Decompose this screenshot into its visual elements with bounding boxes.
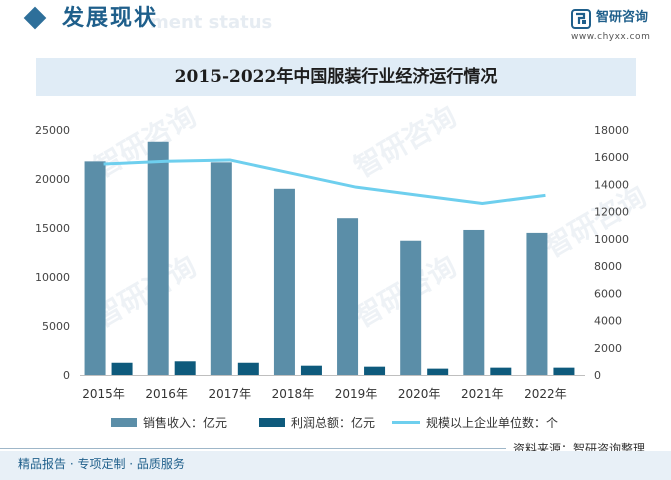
y-left-tick-label: 15000 — [35, 222, 70, 235]
bar-sales-revenue — [337, 218, 359, 375]
y-right-tick-label: 14000 — [594, 178, 629, 191]
legend-swatch-profit — [259, 418, 285, 427]
bar-sales-revenue — [526, 232, 548, 375]
bar-sales-revenue — [400, 240, 422, 375]
legend-swatch-sales — [111, 418, 137, 427]
y-left-tick-label: 5000 — [42, 320, 70, 333]
y-left-tick-label: 25000 — [35, 124, 70, 137]
footer-divider — [0, 448, 506, 449]
bar-total-profit — [111, 362, 133, 375]
y-right-tick-label: 4000 — [594, 315, 622, 328]
bar-total-profit — [364, 366, 386, 375]
bar-sales-revenue — [147, 141, 169, 375]
y-right-tick-label: 18000 — [594, 124, 629, 137]
x-tick-label: 2017年 — [209, 387, 252, 401]
brand-url: www.chyxx.com — [571, 32, 651, 42]
bar-total-profit — [553, 367, 575, 375]
x-tick-label: 2018年 — [272, 387, 315, 401]
watermark-text: 智研咨询 — [538, 179, 652, 264]
x-tick-label: 2019年 — [335, 387, 378, 401]
header: ment status 发展现状 智研咨询 www.chyxx.com — [0, 0, 671, 48]
bar-sales-revenue — [273, 188, 295, 375]
bar-total-profit — [237, 362, 259, 375]
bar-total-profit — [490, 367, 512, 375]
bar-sales-revenue — [84, 161, 106, 375]
y-right-tick-label: 6000 — [594, 287, 622, 300]
line-enterprise-count — [103, 158, 546, 205]
chart: 智研咨询智研咨询智研咨询智研咨询智研咨询05000100001500020000… — [35, 99, 652, 430]
legend-label-enterprise-count: 规模以上企业单位数：个 — [426, 415, 558, 430]
x-tick-label: 2021年 — [461, 387, 504, 401]
brand-name: 智研咨询 — [596, 10, 649, 25]
legend-label-sales: 销售收入：亿元 — [143, 415, 227, 430]
footer-text: 精品报告 · 专项定制 · 品质服务 — [18, 457, 185, 471]
x-tick-label: 2020年 — [398, 387, 441, 401]
chart-title: 2015-2022年中国服装行业经济运行情况 — [174, 67, 498, 87]
y-left-tick-label: 0 — [63, 369, 70, 382]
chart-title-band: 2015-2022年中国服装行业经济运行情况 — [36, 58, 636, 96]
logo-icon — [571, 9, 591, 29]
bar-sales-revenue — [210, 162, 232, 375]
x-tick-label: 2015年 — [82, 387, 125, 401]
bar-sales-revenue — [463, 229, 485, 375]
y-right-tick-label: 10000 — [594, 233, 629, 246]
footer-band — [0, 451, 671, 480]
bar-total-profit — [427, 368, 449, 375]
bar-total-profit — [300, 365, 322, 375]
y-right-tick-label: 8000 — [594, 260, 622, 273]
watermark-text: 智研咨询 — [348, 99, 462, 184]
y-right-tick-label: 0 — [594, 369, 601, 382]
y-right-tick-label: 12000 — [594, 206, 629, 219]
x-tick-label: 2016年 — [145, 387, 188, 401]
x-tick-label: 2022年 — [524, 387, 567, 401]
y-left-tick-label: 20000 — [35, 173, 70, 186]
y-left-tick-label: 10000 — [35, 271, 70, 284]
page-title-background-text: ment status — [150, 12, 273, 33]
legend-label-profit: 利润总额：亿元 — [291, 415, 375, 430]
page-title: 发展现状 — [62, 6, 159, 31]
y-right-tick-label: 2000 — [594, 342, 622, 355]
y-right-tick-label: 16000 — [594, 151, 629, 164]
bar-total-profit — [174, 361, 196, 375]
